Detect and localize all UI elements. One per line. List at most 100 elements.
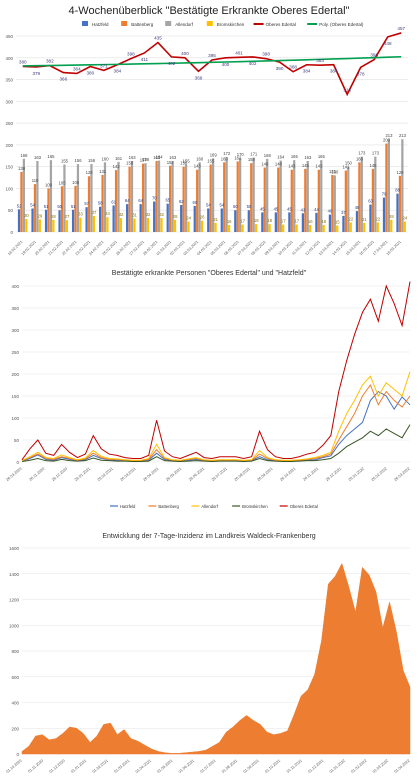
x-tick-label: 26.10.2021 — [279, 467, 296, 482]
y-tick-label: 1200 — [9, 598, 20, 603]
data-label: 60 — [192, 200, 197, 205]
bar — [33, 184, 37, 232]
data-label: 155 — [207, 158, 215, 163]
bar — [169, 165, 172, 232]
bar — [74, 185, 77, 232]
bar — [126, 204, 129, 232]
series-line — [21, 281, 411, 461]
chart-title: Entwicklung der 7-Tage-Inzidenz im Landk… — [102, 533, 315, 540]
bar — [347, 166, 350, 232]
legend-label: Oberes Edertal — [290, 504, 318, 509]
bar — [376, 222, 379, 232]
series-line — [21, 383, 411, 462]
data-label: 16 — [227, 219, 232, 224]
bar — [90, 164, 93, 232]
data-label: 65 — [165, 198, 170, 203]
chart-legend: Hatzfeld Battenberg Allendorf Bromskirchen O… — [110, 504, 318, 509]
data-label: 31 — [132, 212, 137, 217]
data-label: 213 — [385, 133, 393, 138]
x-tick-label: 26.06.2021 — [188, 467, 205, 482]
x-tick-label: 01.01.2021 — [70, 759, 87, 774]
bar — [117, 161, 120, 232]
data-label: 22 — [348, 216, 353, 221]
bar — [128, 166, 131, 232]
bar — [133, 218, 136, 232]
y-tick-label: 600 — [11, 675, 19, 680]
bar — [223, 162, 226, 232]
line-data-label: 411 — [141, 57, 149, 62]
data-label: 172 — [223, 151, 231, 156]
data-label: 54 — [220, 202, 225, 207]
data-label: 61 — [111, 199, 116, 204]
data-label: 131 — [99, 169, 107, 174]
bar — [52, 219, 55, 232]
data-label: 45 — [260, 206, 265, 211]
bar — [277, 167, 280, 232]
trendline — [22, 55, 402, 67]
y-tick-label: 350 — [5, 78, 13, 83]
line-series-group — [21, 281, 411, 463]
data-label: 27 — [65, 214, 70, 219]
bar — [225, 157, 228, 232]
bar — [60, 186, 64, 232]
data-label: 15 — [335, 219, 340, 224]
data-label: 141 — [342, 165, 350, 170]
y-tick-label: 0 — [10, 230, 13, 235]
legend-label: Oberes Edertal — [266, 22, 296, 27]
data-label: 26 — [200, 215, 205, 220]
line-data-label: 383 — [316, 58, 324, 63]
data-label: 150 — [345, 161, 353, 166]
bar — [290, 169, 293, 232]
data-label: 64 — [125, 198, 130, 203]
line-data-label: 364 — [73, 66, 81, 71]
data-label: 63 — [368, 199, 373, 204]
data-label: 128 — [86, 170, 94, 175]
line-data-label: 382 — [46, 59, 54, 64]
bar — [369, 204, 372, 232]
data-label: 130 — [331, 169, 339, 174]
bar — [385, 143, 388, 232]
x-tick-label: 01.11.2020 — [27, 759, 44, 774]
data-label: 110 — [32, 178, 39, 183]
incidence-chart: Entwicklung der 7-Tage-Inzidenz im Landk… — [6, 533, 411, 774]
data-label: 44 — [314, 207, 319, 212]
x-tick-label: 01.07.2021 — [200, 759, 217, 774]
chart-legend: Hatzfeld Battenberg Allendorf Bromskirchen O… — [82, 21, 364, 27]
data-label: 28 — [51, 214, 56, 219]
x-tick-label: 01.02.2022 — [350, 759, 367, 774]
data-label: 45 — [287, 206, 292, 211]
bar — [268, 224, 271, 232]
x-tick-label: 26.01.2021 — [74, 467, 91, 482]
bar — [309, 225, 312, 232]
bar — [306, 161, 309, 232]
data-label: 17 — [240, 219, 245, 224]
chart-panel-confirmed: Bestätigte erkrankte Personen "Oberes Ed… — [0, 266, 418, 516]
x-tick-label: 01.10.2021 — [264, 759, 281, 774]
y-tick-label: 200 — [5, 143, 13, 148]
y-tick-label: 450 — [5, 34, 13, 39]
data-label: 203 — [383, 138, 391, 143]
x-tick-label: 26.12.2020 — [51, 467, 68, 482]
data-label: 173 — [372, 151, 380, 156]
x-tick-label: 26.02.2021 — [97, 467, 114, 482]
data-label: 48 — [355, 205, 360, 210]
bar — [374, 156, 377, 232]
data-label: 51 — [71, 204, 76, 209]
x-tick-label: 01.06.2021 — [178, 759, 195, 774]
data-label: 129 — [397, 170, 405, 175]
data-label: 17 — [294, 219, 299, 224]
data-label: 143 — [315, 164, 323, 169]
bar — [31, 208, 34, 232]
line-data-label: 378 — [357, 71, 365, 76]
data-label: 143 — [194, 164, 202, 169]
x-tick-label: 26.07.2021 — [211, 467, 228, 482]
bar — [209, 164, 212, 232]
y-tick-label: 100 — [5, 186, 13, 191]
x-tick-label: 01.05.2021 — [156, 759, 173, 774]
data-label: 30 — [24, 213, 29, 218]
data-label: 32 — [159, 212, 164, 217]
data-label: 163 — [34, 155, 42, 160]
x-tick-label: 26.03.2020 — [6, 467, 23, 482]
bar — [17, 209, 21, 232]
data-label: 150 — [126, 161, 134, 166]
